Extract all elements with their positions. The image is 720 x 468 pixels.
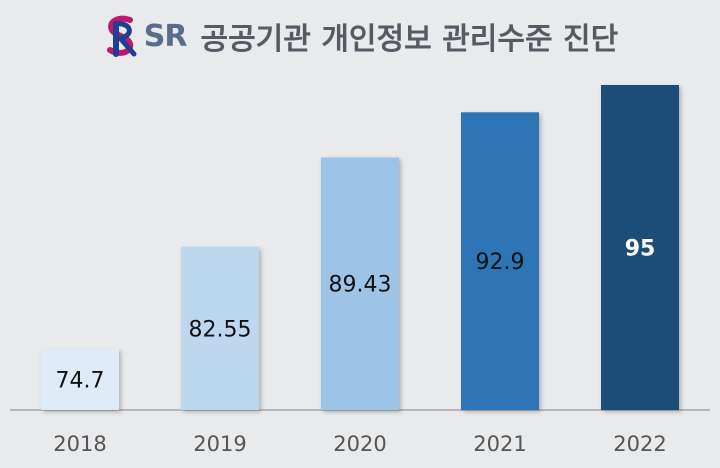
data-label-2021: 92.9 — [476, 250, 525, 275]
x-tick-label-2018: 2018 — [53, 432, 106, 456]
data-label-2018: 74.7 — [56, 368, 105, 393]
header: SR 공공기관 개인정보 관리수준 진단 — [0, 6, 720, 66]
bar-2022 — [601, 85, 679, 410]
data-label-2019: 82.55 — [189, 317, 252, 342]
data-label-2020: 89.43 — [329, 273, 392, 298]
logo-text: SR — [143, 18, 188, 54]
chart-title: 공공기관 개인정보 관리수준 진단 — [200, 22, 619, 57]
bar-2020 — [321, 157, 399, 410]
bar-2021 — [461, 112, 539, 411]
sr-logo-icon — [106, 15, 137, 57]
bar-2019 — [181, 246, 259, 410]
x-tick-label-2020: 2020 — [333, 432, 386, 456]
data-label-2022: 95 — [625, 237, 656, 262]
x-tick-label-2021: 2021 — [473, 432, 526, 456]
x-tick-label-2022: 2022 — [613, 432, 666, 456]
bar-2018 — [41, 348, 119, 410]
x-tick-label-2019: 2019 — [193, 432, 246, 456]
